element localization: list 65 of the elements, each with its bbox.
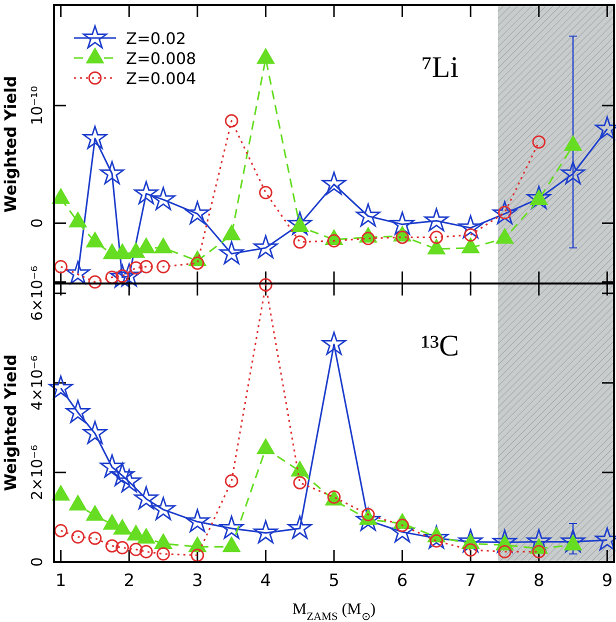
y-tick-label: 2×10⁻⁶	[28, 444, 46, 500]
point	[116, 541, 129, 554]
point	[114, 519, 132, 535]
annotation: ⁷Li	[421, 51, 459, 84]
x-tick-label: 3	[192, 571, 203, 591]
point	[222, 536, 240, 552]
point	[288, 516, 312, 539]
point	[498, 545, 512, 558]
point	[69, 495, 87, 510]
x-tick-label: 4	[260, 571, 272, 591]
legend-label: Z=0.004	[126, 69, 196, 88]
y-tick-label: 4×10⁻⁶	[28, 355, 46, 410]
point	[117, 469, 142, 492]
point	[52, 485, 70, 501]
x-tick-label: 6	[396, 571, 408, 591]
point	[190, 548, 204, 562]
point	[82, 420, 108, 444]
point	[71, 530, 85, 544]
point	[424, 526, 449, 549]
x-tick-label: 9	[602, 571, 613, 591]
point	[54, 524, 68, 538]
legend-label: Z=0.02	[126, 29, 186, 48]
point	[293, 476, 307, 490]
point	[185, 509, 210, 532]
x-tick-label: 1	[55, 571, 66, 591]
point	[105, 539, 119, 553]
y-tick-label: 0	[28, 218, 46, 228]
point	[110, 462, 134, 486]
point	[66, 400, 90, 423]
point	[560, 529, 586, 552]
point	[88, 532, 102, 545]
point	[224, 474, 238, 488]
point	[151, 496, 176, 520]
point	[254, 520, 278, 544]
point	[86, 505, 104, 521]
point	[137, 528, 155, 544]
point	[259, 278, 272, 292]
x-tick-label: 7	[465, 571, 476, 591]
point	[100, 454, 124, 478]
point	[356, 508, 380, 531]
point	[154, 534, 172, 549]
x-tick-label: 8	[533, 571, 544, 591]
y-axis-title: Weighted Yield	[1, 354, 20, 492]
point	[219, 516, 244, 539]
point	[134, 486, 158, 510]
point	[322, 332, 346, 355]
annotation: ¹³C	[421, 330, 459, 362]
x-tick-label: 2	[124, 571, 135, 591]
y-tick-label: 10⁻¹⁰	[28, 86, 46, 126]
point	[492, 530, 517, 553]
point	[48, 376, 73, 399]
point	[291, 461, 309, 476]
y-axis-title: Weighted Yield	[1, 76, 20, 213]
legend-label: Z=0.008	[126, 49, 196, 68]
point	[256, 438, 274, 454]
point	[156, 547, 170, 561]
y-tick-label: 6×10⁻⁶	[28, 266, 46, 321]
x-axis-title: M$_{ZAMS}$ (M$_{⊙}$)	[292, 601, 376, 622]
point	[526, 529, 551, 552]
point	[458, 529, 483, 552]
point	[464, 543, 478, 557]
x-tick-label: 5	[328, 571, 340, 591]
point	[129, 542, 143, 556]
y-tick-label: 0	[28, 557, 46, 567]
point	[140, 545, 153, 558]
